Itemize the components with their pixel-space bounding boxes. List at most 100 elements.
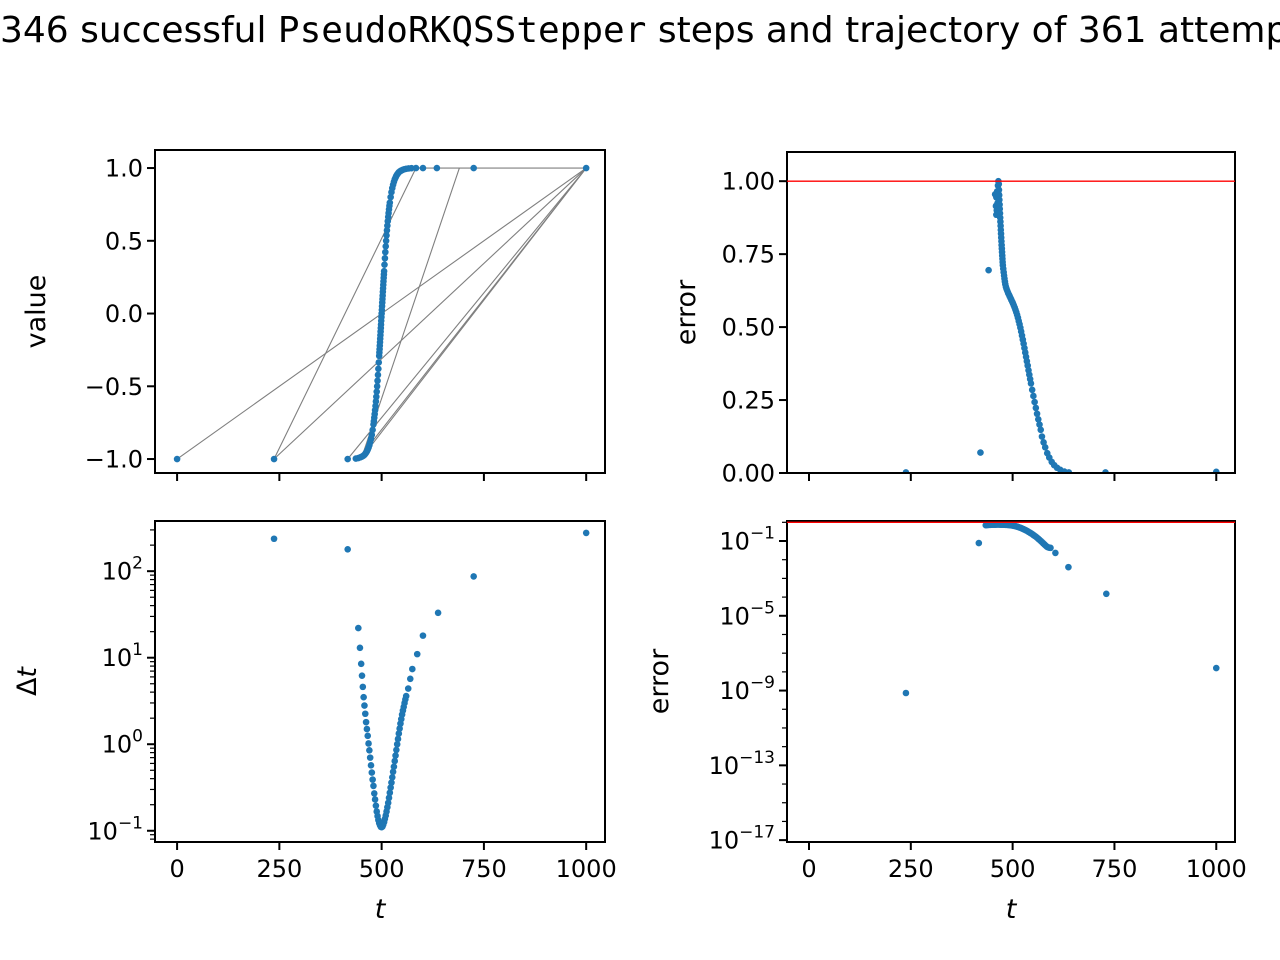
data-point — [391, 757, 399, 765]
data-point — [356, 644, 364, 652]
data-point — [368, 431, 376, 439]
x-tick-label: 500 — [990, 855, 1036, 883]
data-point — [388, 779, 395, 786]
y-tick-label: 10−13 — [709, 748, 775, 780]
x-tick-label: 250 — [888, 855, 934, 883]
data-point — [975, 539, 983, 547]
plot-area-dt — [270, 529, 590, 831]
data-point — [1052, 549, 1059, 557]
data-point — [383, 232, 390, 239]
data-point — [1047, 544, 1054, 552]
data-point — [995, 191, 1003, 199]
data-point — [1040, 439, 1047, 446]
y-tick-label: 1.00 — [722, 168, 775, 196]
data-point — [996, 196, 1003, 204]
x-tick-label: 250 — [256, 855, 302, 883]
data-point — [371, 796, 379, 803]
data-point — [382, 237, 390, 245]
y-axis-label-error-linear: error — [671, 279, 702, 345]
title-text-suffix: steps and trajectory of 361 attempts — [646, 10, 1280, 51]
y-tick-label: 0.75 — [722, 241, 775, 269]
x-tick-label: 750 — [1092, 855, 1138, 883]
y-tick-label: 1.0 — [105, 155, 143, 183]
data-point — [1033, 410, 1041, 418]
y-tick-label: 0.00 — [722, 460, 775, 488]
data-point — [370, 790, 378, 797]
data-point — [1030, 392, 1037, 400]
data-point — [902, 689, 910, 697]
trajectory-line — [273, 167, 417, 460]
data-point — [396, 725, 403, 732]
data-point — [382, 248, 389, 256]
data-point — [387, 784, 394, 791]
y-axis-label-error-log: error — [644, 648, 675, 714]
data-point — [388, 773, 396, 781]
trajectory-line — [361, 167, 460, 457]
y-tick-label: 10−5 — [719, 598, 775, 630]
data-point — [375, 359, 383, 366]
data-point — [1037, 426, 1045, 434]
data-point — [995, 186, 1003, 194]
data-point — [373, 382, 381, 390]
data-point — [1212, 468, 1220, 473]
data-point — [387, 193, 394, 201]
y-tick-label: 101 — [102, 640, 143, 672]
data-point — [357, 660, 365, 668]
data-point — [369, 426, 376, 434]
y-tick-label: 10−17 — [709, 823, 775, 855]
data-point — [355, 624, 362, 632]
data-point — [381, 261, 388, 268]
data-point — [470, 164, 477, 172]
y-tick-label: 0.0 — [105, 300, 143, 328]
x-tick-label: 0 — [169, 855, 184, 883]
data-point — [419, 632, 427, 639]
y-tick-label: −0.5 — [85, 373, 143, 401]
y-tick-label: −1.0 — [85, 446, 143, 474]
data-point — [1038, 433, 1046, 440]
data-point — [985, 266, 992, 274]
data-point — [1032, 404, 1040, 412]
x-axis-label: t — [375, 894, 387, 925]
data-point — [1027, 380, 1035, 387]
data-point — [995, 180, 1003, 188]
data-point — [1034, 416, 1042, 423]
data-point — [404, 685, 412, 692]
data-point — [374, 377, 381, 385]
data-point — [362, 718, 370, 726]
data-point — [344, 546, 351, 553]
axes-value: 1.0 0.5 0.0 −0.5 −1.0 value — [21, 149, 606, 481]
data-point — [385, 794, 393, 802]
data-point — [370, 782, 377, 790]
data-point — [270, 455, 278, 463]
axes-spine — [786, 151, 1236, 474]
data-point — [433, 164, 441, 172]
y-tick-label: 0.50 — [722, 314, 775, 342]
data-point — [384, 799, 392, 807]
x-tick-label: 0 — [801, 855, 816, 883]
data-point — [1041, 444, 1049, 451]
data-point — [434, 609, 442, 617]
data-point — [413, 650, 421, 658]
axes-error-log: 0 250 500 750 1000 10−1 10−5 10−9 10−13 10−17 erro… — [644, 520, 1247, 925]
data-point — [1103, 590, 1110, 598]
y-axis-label-value: value — [21, 275, 52, 349]
plot-area-error-log — [902, 521, 1220, 697]
data-point — [1212, 664, 1220, 672]
data-point — [270, 535, 278, 543]
data-point — [389, 768, 397, 776]
data-point — [361, 710, 369, 718]
plot-area-value — [173, 164, 590, 463]
data-point — [373, 388, 381, 395]
data-point — [395, 730, 403, 737]
plot-area-error-linear — [902, 177, 1220, 473]
data-point — [382, 243, 390, 250]
data-point — [372, 802, 380, 809]
x-tick-label: 750 — [461, 855, 507, 883]
data-point — [173, 455, 181, 463]
data-point — [358, 672, 366, 679]
data-point — [386, 789, 394, 797]
title-stepper-name: PseudoRKQSStepper — [277, 10, 647, 51]
y-tick-label: 100 — [102, 727, 143, 759]
y-axis-label-dt: Δt — [12, 666, 43, 696]
